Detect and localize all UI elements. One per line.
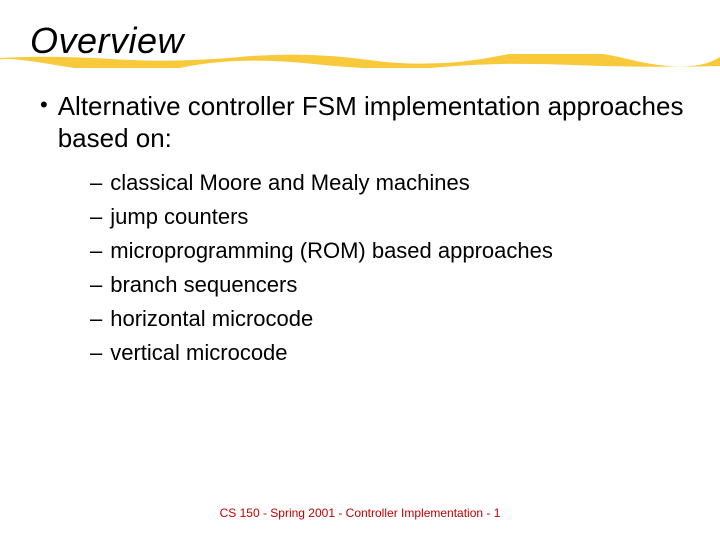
slide: Overview • Alternative controller FSM im… [0,0,720,368]
sub-item: – jump counters [90,202,690,232]
bullet-dot-icon: • [40,90,48,120]
slide-title: Overview [30,20,690,62]
sub-item-text: classical Moore and Mealy machines [110,168,470,198]
slide-footer: CS 150 - Spring 2001 - Controller Implem… [0,506,720,520]
sub-item: – microprogramming (ROM) based approache… [90,236,690,266]
sub-item: – horizontal microcode [90,304,690,334]
main-bullet-text: Alternative controller FSM implementatio… [58,90,690,154]
dash-icon: – [90,304,102,334]
sub-item: – branch sequencers [90,270,690,300]
sub-item-text: microprogramming (ROM) based approaches [110,236,553,266]
main-bullet: • Alternative controller FSM implementat… [40,90,690,154]
sub-item: – vertical microcode [90,338,690,368]
dash-icon: – [90,236,102,266]
dash-icon: – [90,202,102,232]
sub-item-text: vertical microcode [110,338,287,368]
sub-item-text: horizontal microcode [110,304,313,334]
title-block: Overview [30,20,690,62]
dash-icon: – [90,338,102,368]
dash-icon: – [90,168,102,198]
sub-item-text: branch sequencers [110,270,297,300]
sub-item-text: jump counters [110,202,248,232]
dash-icon: – [90,270,102,300]
sub-item: – classical Moore and Mealy machines [90,168,690,198]
sub-list: – classical Moore and Mealy machines – j… [90,168,690,368]
